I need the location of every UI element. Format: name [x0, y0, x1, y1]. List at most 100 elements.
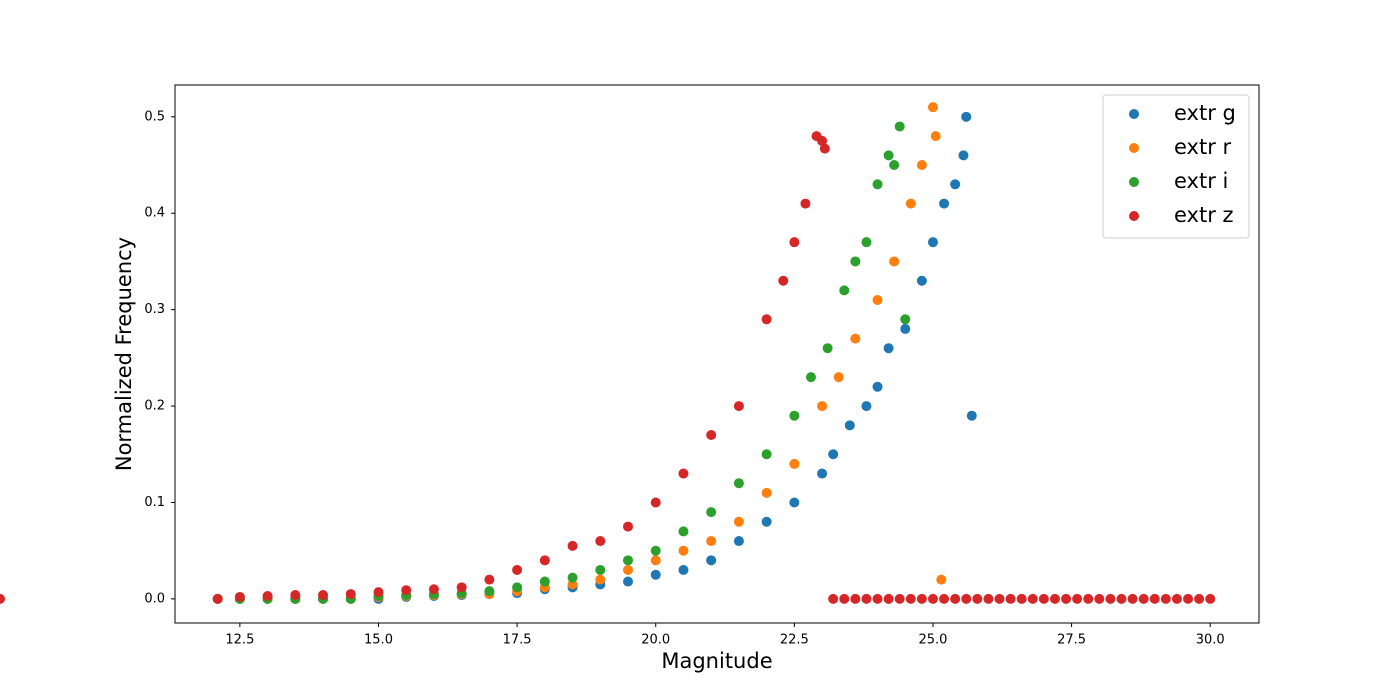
data-point: [927, 102, 938, 113]
data-point: [650, 545, 661, 556]
data-point: [678, 545, 689, 556]
data-point: [939, 593, 950, 604]
data-point: [1061, 593, 1072, 604]
data-point: [234, 591, 245, 602]
data-point: [1083, 593, 1094, 604]
x-tick-label: 20.0: [641, 633, 670, 648]
data-point: [927, 237, 938, 248]
legend-box: [1102, 94, 1250, 239]
legend-marker: [1129, 143, 1139, 153]
data-point: [905, 198, 916, 209]
data-point: [900, 323, 911, 334]
data-point: [262, 591, 273, 602]
y-axis-label: Normalized Frequency: [112, 237, 136, 471]
data-point: [939, 198, 950, 209]
y-tick-label: 0.0: [144, 591, 165, 606]
data-point: [833, 372, 844, 383]
legend-label: extr g: [1174, 101, 1236, 125]
x-tick-label: 15.0: [364, 633, 393, 648]
data-point: [456, 582, 467, 593]
data-point: [916, 160, 927, 171]
data-point: [733, 536, 744, 547]
data-point: [900, 314, 911, 325]
data-point: [805, 372, 816, 383]
data-point: [1183, 593, 1194, 604]
data-point: [706, 429, 717, 440]
data-point: [930, 131, 941, 142]
data-point: [872, 381, 883, 392]
data-point: [650, 569, 661, 580]
data-point: [0, 593, 5, 604]
data-point: [972, 593, 983, 604]
data-point: [761, 516, 772, 527]
data-point: [950, 179, 961, 190]
data-point: [950, 593, 961, 604]
data-point: [1194, 593, 1205, 604]
data-point: [819, 143, 830, 154]
data-point: [623, 521, 634, 532]
data-point: [883, 343, 894, 354]
data-point: [828, 449, 839, 460]
data-point: [1016, 593, 1027, 604]
plot-frame: [174, 84, 1260, 624]
data-point: [872, 593, 883, 604]
data-point: [927, 593, 938, 604]
data-point: [539, 555, 550, 566]
legend-marker: [1129, 177, 1139, 187]
data-point: [733, 478, 744, 489]
data-point: [212, 593, 223, 604]
data-point: [905, 593, 916, 604]
x-tick-label: 12.5: [225, 633, 254, 648]
data-point: [994, 593, 1005, 604]
data-point: [828, 593, 839, 604]
x-tick-label: 22.5: [780, 633, 809, 648]
data-point: [778, 275, 789, 286]
x-tick-label: 27.5: [1057, 633, 1086, 648]
x-tick-label: 17.5: [503, 633, 532, 648]
data-point: [1127, 593, 1138, 604]
legend-marker: [1129, 211, 1139, 221]
data-point: [1205, 593, 1216, 604]
data-point: [800, 198, 811, 209]
data-point: [539, 576, 550, 587]
data-point: [894, 593, 905, 604]
data-point: [789, 237, 800, 248]
data-point: [706, 536, 717, 547]
data-point: [839, 593, 850, 604]
y-tick-label: 0.3: [144, 302, 165, 317]
data-point: [484, 586, 495, 597]
data-point: [1149, 593, 1160, 604]
data-point: [733, 401, 744, 412]
data-point: [1027, 593, 1038, 604]
data-point: [850, 333, 861, 344]
data-point: [706, 507, 717, 518]
data-point: [822, 343, 833, 354]
data-point: [916, 593, 927, 604]
data-point: [961, 593, 972, 604]
data-point: [1138, 593, 1149, 604]
data-point: [817, 135, 828, 146]
data-point: [595, 564, 606, 575]
data-point: [761, 487, 772, 498]
data-point: [861, 237, 872, 248]
data-point: [961, 111, 972, 122]
y-tick-label: 0.4: [144, 206, 165, 221]
data-point: [817, 468, 828, 479]
data-point: [650, 497, 661, 508]
data-point: [861, 401, 872, 412]
data-point: [733, 516, 744, 527]
data-point: [678, 468, 689, 479]
data-point: [484, 574, 495, 585]
data-point: [595, 536, 606, 547]
data-point: [373, 587, 384, 598]
data-point: [567, 540, 578, 551]
data-point: [916, 275, 927, 286]
data-point: [861, 593, 872, 604]
y-tick-label: 0.1: [144, 495, 165, 510]
data-point: [872, 295, 883, 306]
data-point: [883, 593, 894, 604]
data-point: [761, 314, 772, 325]
data-point: [567, 572, 578, 583]
data-point: [290, 590, 301, 601]
data-point: [872, 179, 883, 190]
